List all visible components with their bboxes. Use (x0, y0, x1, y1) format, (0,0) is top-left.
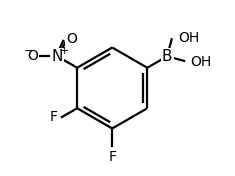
Text: OH: OH (178, 32, 199, 45)
Text: F: F (108, 150, 116, 165)
Text: N: N (52, 49, 63, 64)
Text: +: + (60, 46, 69, 56)
Text: O: O (67, 32, 77, 46)
Text: O: O (27, 49, 38, 63)
Text: F: F (50, 110, 58, 124)
Text: −: − (24, 46, 34, 56)
Text: OH: OH (190, 55, 212, 69)
Text: B: B (162, 49, 172, 64)
